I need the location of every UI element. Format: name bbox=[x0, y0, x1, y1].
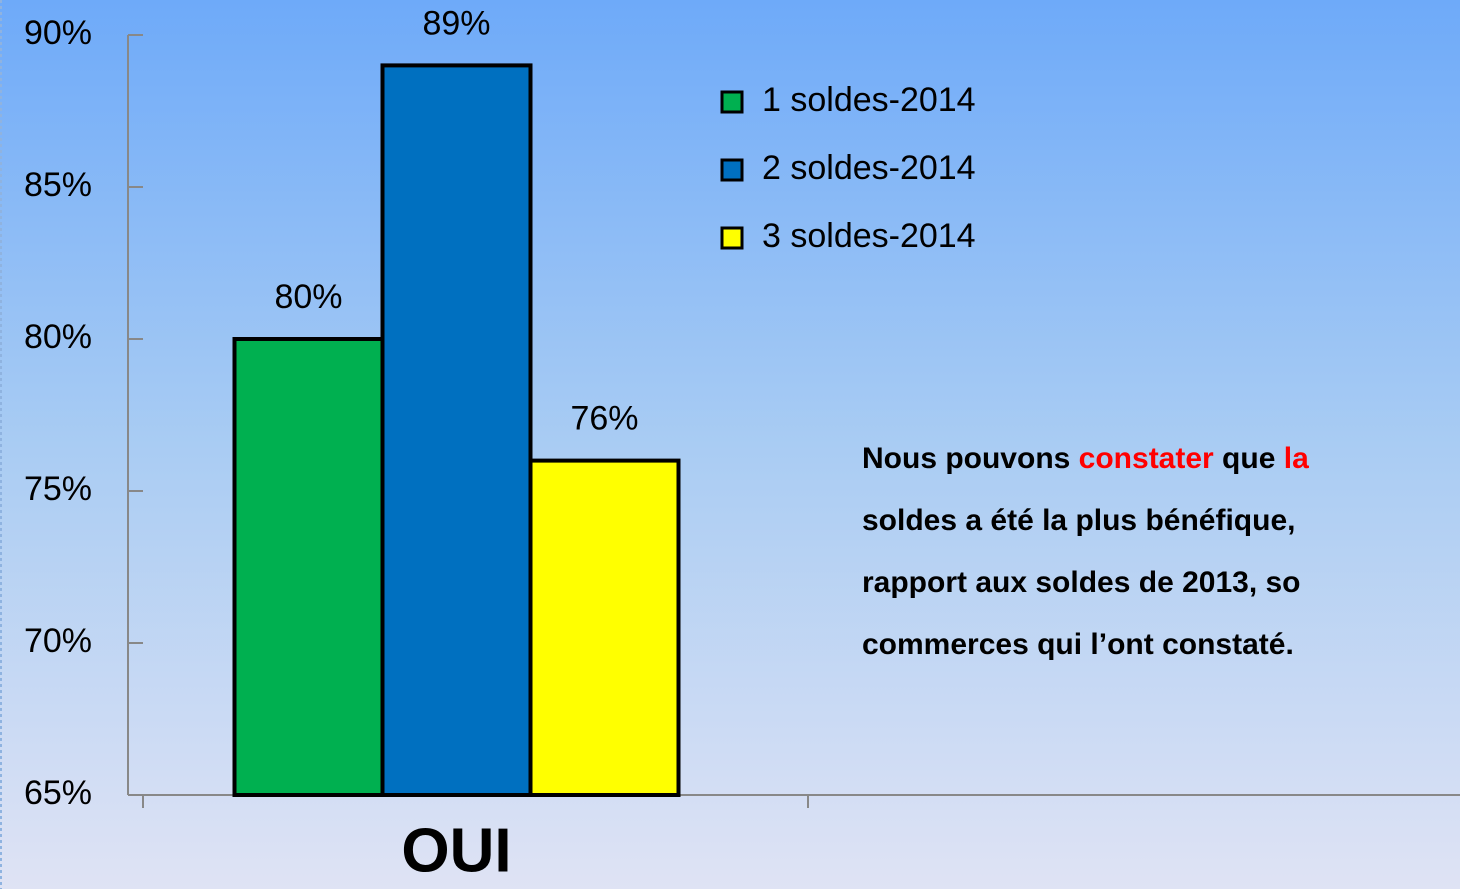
y-tick-label: 90% bbox=[24, 14, 92, 52]
y-tick-label: 85% bbox=[24, 166, 92, 204]
y-tick-label: 75% bbox=[24, 470, 92, 508]
y-tick-label: 70% bbox=[24, 622, 92, 660]
bar bbox=[528, 458, 681, 797]
value-label: 76% bbox=[570, 400, 638, 438]
legend-label: 3 soldes-2014 bbox=[762, 217, 976, 255]
annotation-line: Nous pouvons constater que la bbox=[862, 442, 1309, 475]
annotation-text: constater bbox=[1079, 442, 1214, 475]
annotation-text: que bbox=[1214, 442, 1284, 475]
annotation-line: commerces qui l’ont constaté. bbox=[862, 628, 1294, 661]
y-tick-label: 80% bbox=[24, 318, 92, 356]
annotation-text: soldes a été la plus bénéfique, bbox=[862, 504, 1295, 537]
x-tick-label: OUI bbox=[401, 816, 511, 885]
annotation-text: Nous pouvons bbox=[862, 442, 1079, 475]
y-tick-label: 65% bbox=[24, 774, 92, 812]
value-label: 80% bbox=[274, 278, 342, 316]
legend-swatch bbox=[720, 90, 744, 114]
legend-swatch bbox=[720, 226, 744, 250]
annotation-text: la bbox=[1284, 442, 1309, 475]
legend-label: 2 soldes-2014 bbox=[762, 149, 976, 187]
bar bbox=[232, 337, 385, 797]
annotation-line: rapport aux soldes de 2013, so bbox=[862, 566, 1301, 599]
annotation-text: commerces qui l’ont constaté. bbox=[862, 628, 1294, 661]
annotation-text: rapport aux soldes de 2013, so bbox=[862, 566, 1301, 599]
annotation-line: soldes a été la plus bénéfique, bbox=[862, 504, 1295, 537]
legend-label: 1 soldes-2014 bbox=[762, 81, 976, 119]
bar bbox=[380, 63, 533, 797]
legend-swatch bbox=[720, 158, 744, 182]
value-label: 89% bbox=[422, 4, 490, 42]
